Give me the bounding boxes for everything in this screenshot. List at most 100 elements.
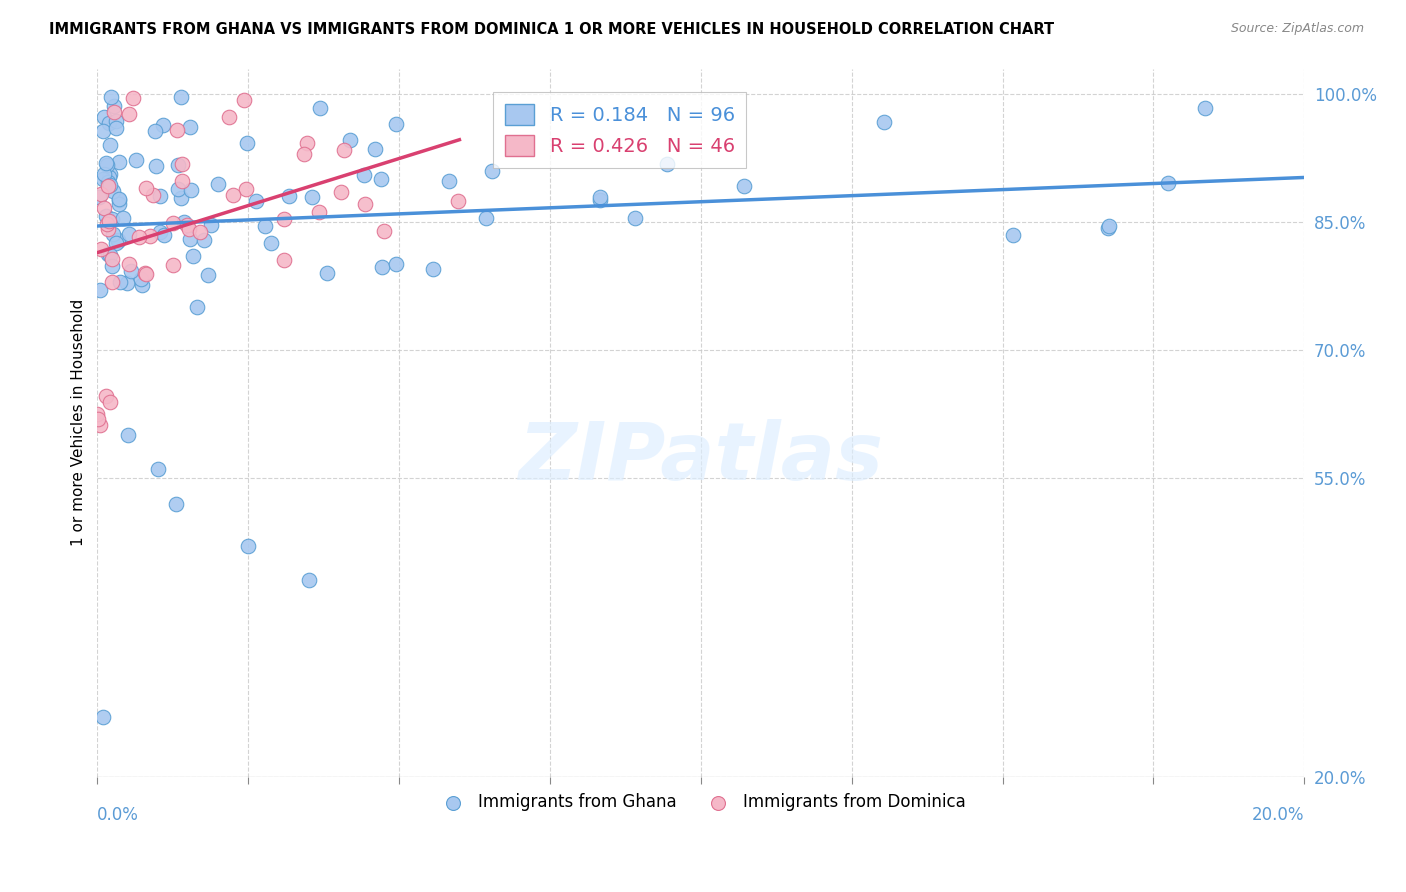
Point	[134, 266, 156, 280]
Point	[165, 497, 187, 511]
Point	[93, 110, 115, 124]
Point	[86, 407, 108, 421]
Point	[100, 137, 122, 152]
Point	[186, 300, 208, 314]
Point	[385, 257, 408, 271]
Point	[333, 143, 356, 157]
Point	[91, 171, 114, 186]
Point	[139, 229, 162, 244]
Point	[118, 107, 141, 121]
Point	[166, 182, 188, 196]
Point	[118, 227, 141, 241]
Point	[167, 158, 190, 172]
Point	[297, 574, 319, 588]
Point	[295, 136, 318, 150]
Point	[101, 211, 124, 226]
Point	[364, 142, 387, 156]
Point	[179, 232, 201, 246]
Point	[623, 211, 645, 225]
Point	[315, 266, 337, 280]
Point	[101, 259, 124, 273]
Point	[96, 222, 118, 236]
Point	[353, 168, 375, 182]
Point	[1098, 219, 1121, 234]
Point	[87, 412, 110, 426]
Point	[103, 184, 125, 198]
Point	[98, 248, 121, 262]
Point	[238, 539, 260, 553]
Point	[89, 283, 111, 297]
Point	[236, 136, 259, 150]
Point	[170, 89, 193, 103]
Point	[135, 180, 157, 194]
Point	[235, 182, 257, 196]
Point	[309, 101, 332, 115]
Point	[97, 178, 120, 193]
Point	[107, 233, 129, 247]
Point	[108, 155, 131, 169]
Point	[152, 228, 174, 243]
Point	[142, 187, 165, 202]
Point	[108, 194, 131, 208]
Point	[197, 268, 219, 282]
Point	[292, 146, 315, 161]
Point	[96, 217, 118, 231]
Point	[180, 183, 202, 197]
Point	[96, 156, 118, 170]
Point	[146, 462, 169, 476]
Point	[370, 172, 392, 186]
Text: 20.0%: 20.0%	[1251, 806, 1305, 824]
Point	[121, 91, 143, 105]
Point	[100, 90, 122, 104]
Point	[94, 389, 117, 403]
Point	[143, 123, 166, 137]
Point	[93, 167, 115, 181]
Point	[278, 189, 301, 203]
Point	[108, 275, 131, 289]
Point	[200, 219, 222, 233]
Point	[96, 158, 118, 172]
Point	[91, 124, 114, 138]
Point	[108, 197, 131, 211]
Point	[103, 227, 125, 242]
Point	[98, 178, 121, 193]
Point	[222, 187, 245, 202]
Point	[98, 169, 121, 184]
Point	[308, 205, 330, 219]
Point	[117, 257, 139, 271]
Point	[1194, 101, 1216, 115]
Point	[90, 243, 112, 257]
Point	[447, 194, 470, 209]
Point	[1001, 228, 1024, 243]
Text: ZIPatlas: ZIPatlas	[519, 419, 883, 497]
Point	[97, 175, 120, 189]
Point	[101, 275, 124, 289]
Point	[354, 197, 377, 211]
Point	[474, 211, 496, 226]
Point	[260, 236, 283, 251]
Point	[149, 225, 172, 239]
Point	[301, 190, 323, 204]
Point	[128, 230, 150, 244]
Point	[98, 115, 121, 129]
Point	[121, 264, 143, 278]
Point	[162, 258, 184, 272]
Point	[733, 179, 755, 194]
Point	[873, 114, 896, 128]
Point	[105, 120, 128, 135]
Y-axis label: 1 or more Vehicles in Household: 1 or more Vehicles in Household	[72, 299, 86, 546]
Point	[170, 157, 193, 171]
Point	[98, 214, 121, 228]
Point	[103, 99, 125, 113]
Point	[111, 211, 134, 226]
Point	[89, 417, 111, 432]
Point	[98, 167, 121, 181]
Point	[125, 153, 148, 167]
Point	[131, 277, 153, 292]
Point	[193, 233, 215, 247]
Point	[107, 234, 129, 248]
Point	[273, 212, 295, 227]
Point	[93, 202, 115, 216]
Text: Source: ZipAtlas.com: Source: ZipAtlas.com	[1230, 22, 1364, 36]
Point	[90, 186, 112, 201]
